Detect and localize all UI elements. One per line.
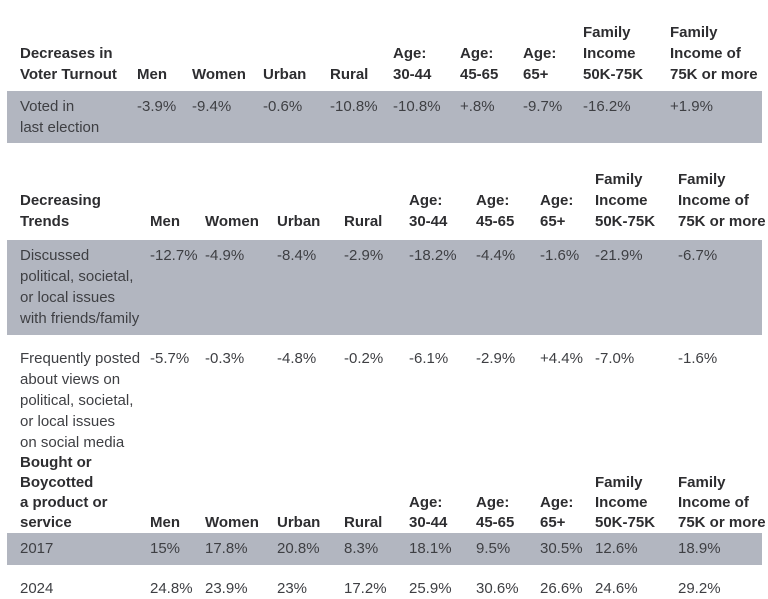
column-header-men: Men <box>150 213 180 230</box>
column-header-age-65plus: Age: 65+ <box>540 494 574 531</box>
value-cell: -0.6% <box>263 98 303 115</box>
column-header-age-45-65: Age: 45-65 <box>460 45 499 83</box>
value-cell: 30.6% <box>476 580 519 597</box>
value-cell: -7.0% <box>595 350 635 367</box>
column-header-women: Women <box>192 66 246 83</box>
column-header-men: Men <box>150 514 180 531</box>
section-title: Bought or Boycotted a product or service <box>20 454 108 531</box>
column-header-income-50k-75k: Family Income 50K-75K <box>583 24 644 83</box>
table-row-2024: 2024 24.8% 23.9% 23% 17.2% 25.9% 30.6% 2… <box>7 573 762 599</box>
header-row: Decreasing Trends Men Women Urban Rural … <box>7 169 766 232</box>
section-decreasing-trends: Decreasing Trends Men Women Urban Rural … <box>7 169 766 453</box>
value-cell: 18.1% <box>409 540 452 557</box>
value-cell: +1.9% <box>670 98 713 115</box>
column-header-age-30-44: Age: 30-44 <box>409 494 448 531</box>
header-row: Decreases in Voter Turnout Men Women Urb… <box>7 0 762 85</box>
value-cell: -21.9% <box>595 247 643 264</box>
value-cell: 29.2% <box>678 580 721 597</box>
column-header-age-65plus: Age: 65+ <box>523 45 557 83</box>
section-title: Decreasing Trends <box>20 192 101 230</box>
column-header-income-75k-more: Family Income of 75K or more <box>678 171 766 230</box>
column-header-age-45-65: Age: 45-65 <box>476 192 515 230</box>
column-header-rural: Rural <box>344 213 383 230</box>
column-header-age-45-65: Age: 45-65 <box>476 494 515 531</box>
value-cell: 8.3% <box>344 540 379 557</box>
column-header-urban: Urban <box>277 514 321 531</box>
column-header-age-65plus: Age: 65+ <box>540 192 574 230</box>
column-header-rural: Rural <box>344 514 383 531</box>
value-cell: -1.6% <box>678 350 718 367</box>
value-cell: -10.8% <box>393 98 441 115</box>
row-label: Voted in last election <box>20 98 100 136</box>
value-cell: -12.7% <box>150 247 198 264</box>
value-cell: 26.6% <box>540 580 583 597</box>
column-header-income-75k-more: Family Income of 75K or more <box>670 24 758 83</box>
value-cell: -6.1% <box>409 350 449 367</box>
header-row: Bought or Boycotted a product or service… <box>7 453 766 533</box>
value-cell: 24.8% <box>150 580 193 597</box>
report-page: { "colors":{ "band":"#b2b6c0", "heading_… <box>7 0 766 597</box>
column-header-women: Women <box>205 514 259 531</box>
value-cell: 25.9% <box>409 580 452 597</box>
value-cell: -0.3% <box>205 350 245 367</box>
value-cell: 30.5% <box>540 540 583 557</box>
column-header-urban: Urban <box>277 213 321 230</box>
column-header-rural: Rural <box>330 66 369 83</box>
value-cell: 9.5% <box>476 540 511 557</box>
value-cell: -5.7% <box>150 350 190 367</box>
section-bought-boycotted: Bought or Boycotted a product or service… <box>7 453 766 599</box>
value-cell: -1.6% <box>540 247 580 264</box>
value-cell: -6.7% <box>678 247 718 264</box>
column-header-urban: Urban <box>263 66 307 83</box>
value-cell: +.8% <box>460 98 495 115</box>
value-cell: -4.8% <box>277 350 317 367</box>
row-label: 2024 <box>20 580 54 597</box>
row-label: 2017 <box>20 540 54 557</box>
value-cell: -4.9% <box>205 247 245 264</box>
value-cell: -2.9% <box>476 350 516 367</box>
value-cell: -3.9% <box>137 98 177 115</box>
value-cell: -8.4% <box>277 247 317 264</box>
value-cell: 23.9% <box>205 580 248 597</box>
value-cell: 24.6% <box>595 580 638 597</box>
value-cell: -10.8% <box>330 98 378 115</box>
column-header-income-50k-75k: Family Income 50K-75K <box>595 474 656 531</box>
value-cell: -18.2% <box>409 247 457 264</box>
value-cell: -4.4% <box>476 247 516 264</box>
row-label: Frequently posted about views on politic… <box>20 350 141 451</box>
value-cell: 15% <box>150 540 181 557</box>
value-cell: -9.7% <box>523 98 563 115</box>
value-cell: -16.2% <box>583 98 631 115</box>
value-cell: 23% <box>277 580 308 597</box>
value-cell: -0.2% <box>344 350 384 367</box>
column-header-men: Men <box>137 66 167 83</box>
column-header-age-30-44: Age: 30-44 <box>409 192 448 230</box>
table-row-frequently-posted: Frequently posted about views on politic… <box>7 343 762 453</box>
section-title: Decreases in Voter Turnout <box>20 45 117 83</box>
column-header-income-50k-75k: Family Income 50K-75K <box>595 171 656 230</box>
value-cell: -9.4% <box>192 98 232 115</box>
value-cell: 20.8% <box>277 540 320 557</box>
table-row-discussed-issues: Discussed political, societal, or local … <box>7 240 762 335</box>
value-cell: +4.4% <box>540 350 583 367</box>
table-row-2017: 2017 15% 17.8% 20.8% 8.3% 18.1% 9.5% 30.… <box>7 533 762 565</box>
column-header-women: Women <box>205 213 259 230</box>
table-row-voted-last-election: Voted in last election -3.9% -9.4% -0.6%… <box>7 91 762 143</box>
value-cell: 12.6% <box>595 540 638 557</box>
section-voter-turnout: Decreases in Voter Turnout Men Women Urb… <box>7 0 762 143</box>
column-header-age-30-44: Age: 30-44 <box>393 45 432 83</box>
value-cell: 17.2% <box>344 580 387 597</box>
column-header-income-75k-more: Family Income of 75K or more <box>678 474 766 531</box>
row-label: Discussed political, societal, or local … <box>20 247 140 327</box>
value-cell: 18.9% <box>678 540 721 557</box>
value-cell: -2.9% <box>344 247 384 264</box>
value-cell: 17.8% <box>205 540 248 557</box>
